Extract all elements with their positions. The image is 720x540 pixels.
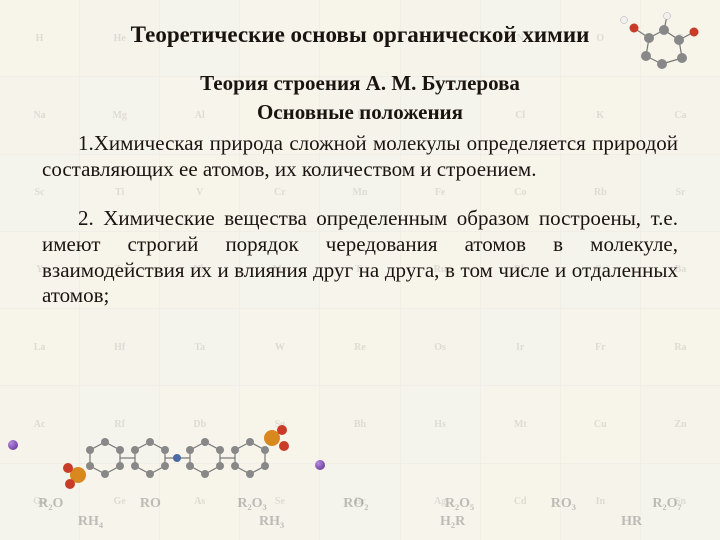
slide-title: Теоретические основы органической химии [42, 22, 678, 48]
paragraph-2: 2. Химические вещества определенным обра… [42, 206, 678, 308]
bg-formula-row-hydrides: RH₄RH₃H₂RHR [0, 514, 720, 530]
paragraph-2-text: 2. Химические вещества определенным обра… [42, 206, 678, 307]
slide-content: Теоретические основы органической химии … [0, 0, 720, 309]
paragraph-1: 1.Химическая природа сложной молекулы оп… [42, 131, 678, 182]
paragraph-1-text: 1.Химическая природа сложной молекулы оп… [42, 131, 678, 181]
molecule-decoration-bottom-left [40, 420, 300, 500]
slide-subtitle-1: Теория строения А. М. Бутлерова [42, 70, 678, 96]
slide-subtitle-2: Основные положения [42, 100, 678, 125]
purple-dot-icon [8, 440, 18, 450]
bg-formula-row-oxides: R₂OROR₂O₃RO₂R₂O₅RO₃R₂O₇ [0, 496, 720, 512]
purple-dot-icon [315, 460, 325, 470]
